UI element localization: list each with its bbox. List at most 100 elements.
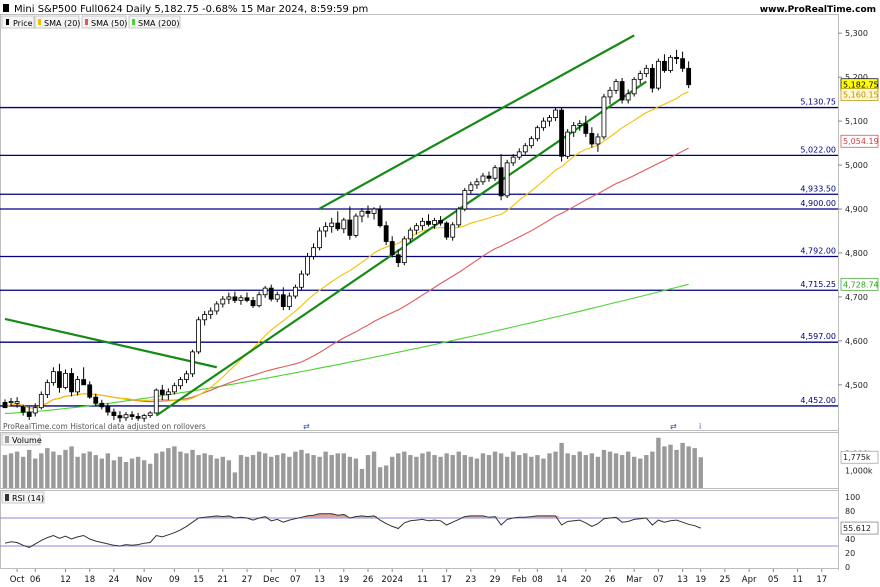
candle-body <box>480 175 486 183</box>
volume-bar <box>135 456 141 488</box>
volume-bar <box>287 456 292 488</box>
volume-bar <box>305 453 310 488</box>
header-bar: Mini S&P500 Full0624 Daily 5,182.75 -0.6… <box>3 4 876 15</box>
candle-body <box>407 229 413 240</box>
x-tick-label: 26 <box>605 575 616 585</box>
candle-body <box>595 136 601 145</box>
candle-body <box>220 298 226 305</box>
candle-body <box>232 296 238 301</box>
volume-bar <box>426 451 431 488</box>
event-marker-icon[interactable]: ⇄ <box>303 422 310 431</box>
candle-body <box>510 156 516 164</box>
candle-body <box>377 208 383 227</box>
rsi-overbought-fill <box>304 515 311 518</box>
candle-body <box>262 287 268 296</box>
candle-body <box>268 287 274 300</box>
volume-bar <box>408 455 413 488</box>
rsi-panel[interactable] <box>0 490 839 569</box>
candle-body <box>329 222 335 227</box>
candle-body <box>299 273 304 288</box>
menu-icon[interactable] <box>3 4 9 12</box>
price-tags: 5,182.755,160.15 5,054.19 4,728.74 <box>840 78 879 291</box>
volume-bar <box>323 451 328 488</box>
event-marker-icon[interactable]: ⇄ <box>670 422 677 431</box>
candle-body <box>123 414 129 419</box>
price-tag <box>840 134 879 148</box>
x-tick-label: Apr <box>742 575 757 585</box>
volume-bar <box>148 463 153 488</box>
volume-bar <box>632 456 637 488</box>
x-tick-label: 13 <box>314 575 325 585</box>
candle-body <box>335 222 341 230</box>
volume-bar <box>45 448 50 488</box>
candle-body <box>111 411 117 417</box>
candle-body <box>365 210 371 214</box>
volume-bar <box>178 451 183 488</box>
candle-body <box>250 300 256 307</box>
volume-bar <box>692 448 697 488</box>
x-tick-label: 27 <box>242 575 253 585</box>
candle-body <box>57 371 62 388</box>
candle-body <box>69 373 74 393</box>
volume-bar <box>20 456 26 488</box>
volume-bar <box>250 455 256 488</box>
candle-body <box>202 314 208 321</box>
price-panel[interactable] <box>0 14 839 431</box>
candle-body <box>93 396 99 404</box>
legend-item-sma200[interactable] <box>128 15 181 29</box>
legend-item-sma20[interactable] <box>34 15 80 29</box>
legend-item-sma50[interactable] <box>81 15 127 29</box>
x-tick-label: 11 <box>417 575 428 585</box>
candle-body <box>99 402 105 408</box>
x-tick-label: 06 <box>30 575 41 585</box>
candle-body <box>196 319 202 353</box>
date-axis: Oct 06 12 18 24 Nov 09 15 21 27 Dec 07 13 19 26 2024 11 1… <box>10 569 827 585</box>
rsi-overbought-fill <box>473 515 480 518</box>
volume-bar <box>450 455 455 488</box>
y-tick-label: 4,500 <box>845 381 868 390</box>
legend-price-label: Price <box>13 19 33 28</box>
rsi-swatch-icon <box>5 494 9 501</box>
rsi-overbought-fill <box>371 515 378 518</box>
x-tick-label: 07 <box>290 575 301 585</box>
info-marker-icon[interactable]: i <box>699 422 701 431</box>
volume-bar <box>93 455 98 488</box>
candle-body <box>87 384 93 398</box>
candle-body <box>105 406 111 413</box>
volume-last-label: 1,775k <box>843 453 871 462</box>
volume-bar <box>190 449 195 488</box>
chart-title: Mini S&P500 Full0624 Daily 5,182.75 -0.6… <box>14 4 368 15</box>
volume-bar <box>160 451 165 488</box>
candle-body <box>444 222 450 238</box>
volume-bar <box>565 453 570 488</box>
volume-bar <box>680 442 685 488</box>
price-tag-label: 5,160.15 <box>843 91 879 100</box>
candle-body <box>305 256 310 275</box>
volume-label-box[interactable] <box>1 433 41 446</box>
volume-bar <box>244 456 250 488</box>
candle-body <box>426 220 431 225</box>
legend-item-price[interactable] <box>1 15 35 29</box>
volume-bar <box>281 453 286 488</box>
volume-bar <box>226 460 232 488</box>
candle-body <box>184 373 189 380</box>
y-tick-label: 4,900 <box>845 205 868 214</box>
candle-body <box>668 56 673 71</box>
level-label: 4,900.00 <box>800 199 836 208</box>
x-tick-label: 24 <box>108 575 119 585</box>
candle-body <box>498 167 504 197</box>
candle-body <box>117 415 123 419</box>
volume-bar <box>468 456 474 488</box>
candle-body <box>51 371 56 384</box>
rsi-label-box[interactable] <box>1 491 45 504</box>
volume-bar <box>383 465 389 488</box>
volume-bar <box>638 458 643 488</box>
sma200-line <box>4 283 689 414</box>
x-tick-label: 26 <box>363 575 374 585</box>
volume-bar <box>547 453 552 488</box>
volume-bar <box>511 451 516 488</box>
candle-body <box>607 89 613 98</box>
candle-body <box>63 373 68 388</box>
volume-bar <box>269 456 274 488</box>
